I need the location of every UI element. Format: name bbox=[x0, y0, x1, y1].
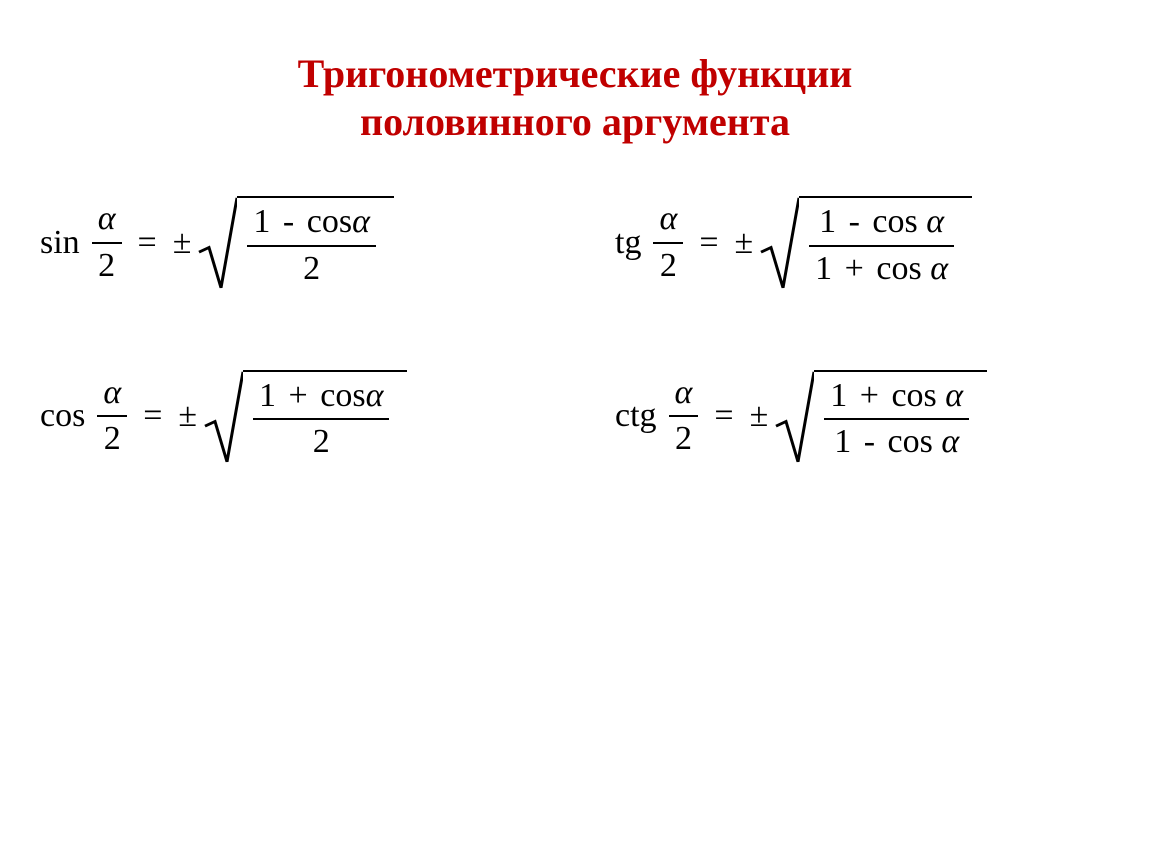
arg-num: α bbox=[92, 199, 122, 240]
radicand-num: 1 - cos α bbox=[813, 202, 950, 243]
title-line-2: половинного аргумента bbox=[0, 98, 1150, 146]
radicand-den: 2 bbox=[297, 249, 326, 290]
radical-symbol bbox=[774, 370, 814, 464]
formula-cos-half: cos α 2 = ± bbox=[20, 370, 555, 464]
fn-label: ctg bbox=[615, 397, 657, 435]
radical-symbol bbox=[197, 196, 237, 290]
radical: 1 + cos α 1 - cos α bbox=[774, 370, 987, 464]
plus-minus-sign: ± bbox=[178, 397, 197, 435]
radical: 1 - cos α 1 + cos α bbox=[759, 196, 972, 290]
arg-fraction: α 2 bbox=[97, 373, 127, 461]
radical: 1 + cosα 2 bbox=[203, 370, 407, 464]
radicand: 1 - cosα 2 bbox=[237, 196, 394, 290]
slide-title: Тригонометрические функции половинного а… bbox=[0, 0, 1150, 146]
fraction-bar bbox=[92, 242, 122, 244]
fn-label: cos bbox=[40, 397, 85, 435]
plus-minus-sign: ± bbox=[750, 397, 769, 435]
radicand-num: 1 - cosα bbox=[247, 202, 376, 243]
arg-num: α bbox=[669, 373, 699, 414]
formula-grid: sin α 2 = ± bbox=[0, 146, 1150, 463]
formula-sin-half: sin α 2 = ± bbox=[20, 196, 555, 290]
formula-ctg-half: ctg α 2 = ± bbox=[595, 370, 1130, 464]
fn-label: tg bbox=[615, 224, 641, 262]
radicand: 1 + cosα 2 bbox=[243, 370, 407, 464]
radicand-den: 2 bbox=[307, 422, 336, 463]
radicand: 1 - cos α 1 + cos α bbox=[799, 196, 972, 290]
radical: 1 - cosα 2 bbox=[197, 196, 394, 290]
arg-fraction: α 2 bbox=[653, 199, 683, 287]
radicand-den: 1 + cos α bbox=[809, 249, 954, 290]
equals-sign: = bbox=[699, 224, 718, 262]
plus-minus-sign: ± bbox=[173, 224, 192, 262]
formula-tg-half: tg α 2 = ± bbox=[595, 196, 1130, 290]
arg-num: α bbox=[97, 373, 127, 414]
radical-symbol bbox=[759, 196, 799, 290]
equals-sign: = bbox=[138, 224, 157, 262]
arg-fraction: α 2 bbox=[92, 199, 122, 287]
radicand-num: 1 + cos α bbox=[824, 376, 969, 417]
slide: Тригонометрические функции половинного а… bbox=[0, 0, 1150, 864]
arg-den: 2 bbox=[654, 246, 683, 287]
fn-label: sin bbox=[40, 224, 80, 262]
arg-den: 2 bbox=[669, 419, 698, 460]
title-line-1: Тригонометрические функции bbox=[0, 50, 1150, 98]
equals-sign: = bbox=[143, 397, 162, 435]
radicand-num: 1 + cosα bbox=[253, 376, 389, 417]
arg-den: 2 bbox=[92, 246, 121, 287]
radicand: 1 + cos α 1 - cos α bbox=[814, 370, 987, 464]
radicand-den: 1 - cos α bbox=[828, 422, 965, 463]
arg-den: 2 bbox=[98, 419, 127, 460]
arg-num: α bbox=[653, 199, 683, 240]
radical-symbol bbox=[203, 370, 243, 464]
equals-sign: = bbox=[714, 397, 733, 435]
arg-fraction: α 2 bbox=[669, 373, 699, 461]
plus-minus-sign: ± bbox=[735, 224, 754, 262]
